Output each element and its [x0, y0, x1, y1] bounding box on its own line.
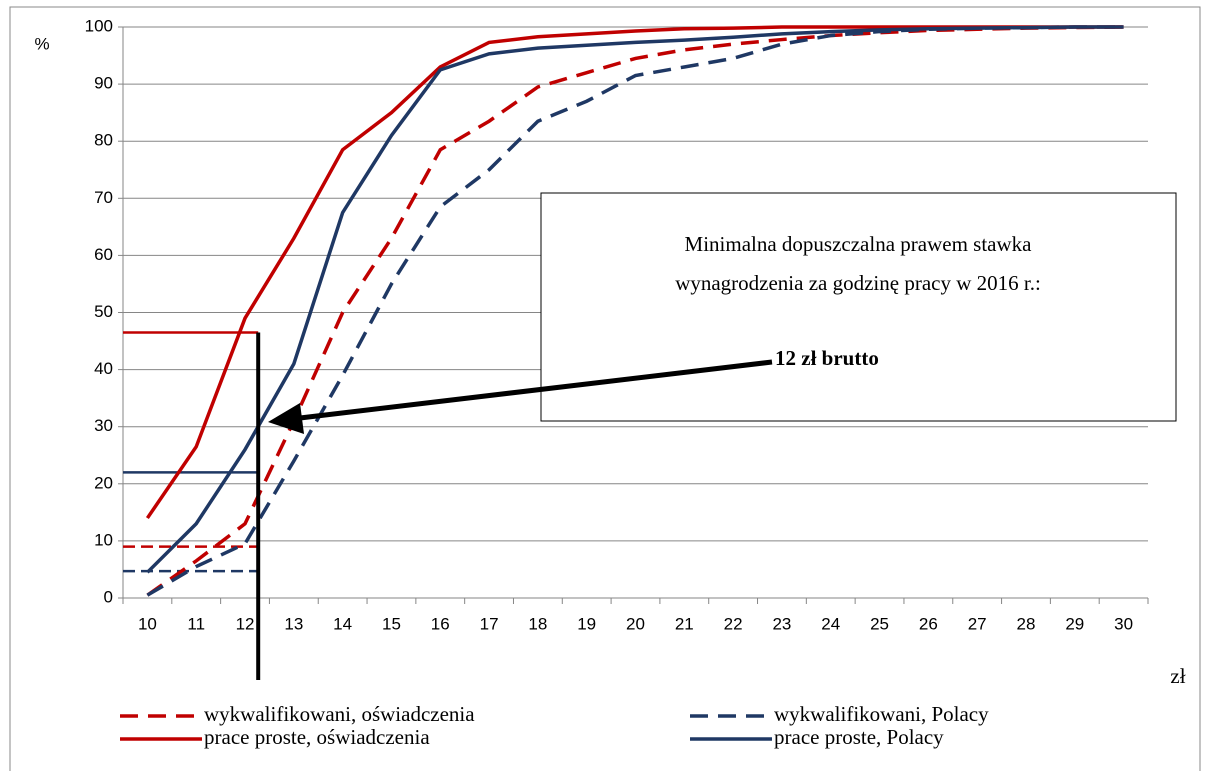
y-tick-label: 60	[94, 245, 113, 264]
x-tick-label: 10	[138, 614, 157, 633]
y-axis-label: %	[34, 34, 49, 53]
x-tick-label: 28	[1017, 614, 1036, 633]
x-tick-label: 30	[1114, 614, 1133, 633]
x-tick-label: 29	[1065, 614, 1084, 633]
x-tick-label: 25	[870, 614, 889, 633]
frame	[9, 6, 1201, 776]
annotation-line: Minimalna dopuszczalna prawem stawka	[685, 232, 1033, 256]
series-line	[146, 25, 1124, 597]
y-tick-label: 80	[94, 131, 113, 150]
x-tick-label: 17	[480, 614, 499, 633]
arrow-head	[268, 403, 304, 434]
legend: wykwalifikowani, oświadczenia wykwalifiko…	[120, 702, 989, 749]
y-tick-label: 10	[94, 530, 113, 549]
annotation-highlight: 12 zł brutto	[775, 346, 879, 370]
x-tick-label: 18	[528, 614, 547, 633]
x-tick-label: 26	[919, 614, 938, 633]
x-tick-label: 19	[577, 614, 596, 633]
x-tick-label: 13	[284, 614, 303, 633]
y-tick-label: 0	[104, 587, 113, 606]
x-tick-label: 16	[431, 614, 450, 633]
legend-label: wykwalifikowani, Polacy	[774, 702, 989, 726]
x-tick-label: 22	[724, 614, 743, 633]
y-tick-label: 20	[94, 473, 113, 492]
x-tick-label: 20	[626, 614, 645, 633]
x-tick-label: 21	[675, 614, 694, 633]
legend-label: wykwalifikowani, oświadczenia	[204, 702, 475, 726]
arrow-shaft	[299, 359, 773, 421]
annotation-box	[540, 192, 1177, 422]
x-axis-label: zł	[1170, 664, 1185, 688]
y-tick-label: 30	[94, 416, 113, 435]
y-tick-label: 50	[94, 302, 113, 321]
x-tick-label: 12	[236, 614, 255, 633]
y-tick-label: 70	[94, 188, 113, 207]
x-tick-label: 23	[772, 614, 791, 633]
y-tick-label: 100	[85, 16, 113, 35]
x-tick-label: 11	[187, 614, 205, 633]
plot: 0 10 20 30 40 50 60 70 80 90 100 10 11 12 13 14 15 16 17 18…	[85, 16, 1149, 680]
legend-label: prace proste, oświadczenia	[204, 725, 430, 749]
x-tick-label: 24	[821, 614, 840, 633]
x-tick-label: 27	[968, 614, 987, 633]
annotation-line: wynagrodzenia za godzinę pracy w 2016 r.…	[675, 271, 1041, 295]
x-tick-label: 14	[333, 614, 352, 633]
series-line	[146, 25, 1124, 574]
y-tick-label: 90	[94, 74, 113, 93]
legend-label: prace proste, Polacy	[774, 725, 944, 749]
y-tick-label: 40	[94, 359, 113, 378]
x-tick-label: 15	[382, 614, 401, 633]
